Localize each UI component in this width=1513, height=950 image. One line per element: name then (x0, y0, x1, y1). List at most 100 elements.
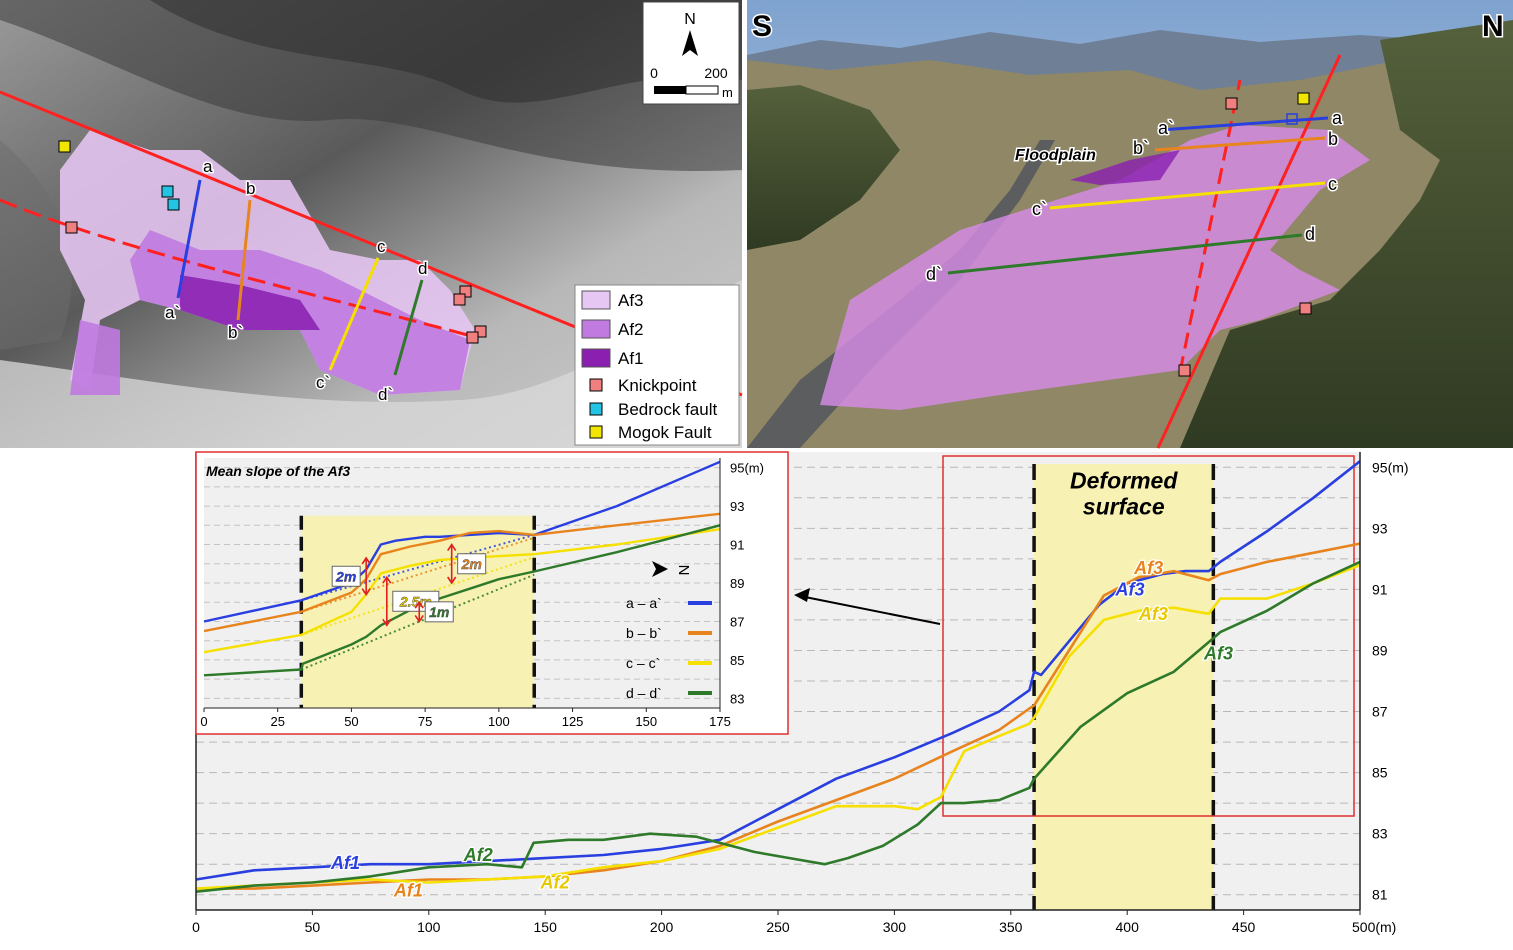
photo-profile-a (1159, 116, 1329, 132)
inset-trend-line-a (301, 533, 535, 602)
photo-label-b: b (1328, 129, 1338, 149)
inset-title: Mean slope of the Af3 (206, 463, 350, 479)
main-y-tick-label: 91 (1372, 581, 1388, 597)
inset-offset-arrowhead-top-icon (361, 556, 371, 565)
hillshade-ridge-top (150, 0, 742, 103)
inset-north-arrow-icon (652, 561, 668, 577)
inset-legend-label-c: c – c` (626, 655, 660, 671)
profile-label-d: d (418, 259, 427, 278)
main-series-line-c (195, 563, 1361, 890)
main-terrace-annotation: Af1 (393, 880, 423, 900)
inset-offset-label-box (331, 565, 361, 587)
inset-offset-arrowhead-bottom-icon (382, 618, 392, 627)
photo-knickpoint-1 (1225, 97, 1238, 110)
inset-y-tick-label: 85 (730, 653, 744, 668)
inset-trend-lines (300, 533, 535, 671)
inset-offset-label-box (457, 553, 487, 575)
main-x-tick-label: 100 (417, 919, 441, 935)
scale-zero-label: 0 (650, 65, 658, 81)
terrace-af2-west (70, 320, 120, 395)
deformed-surface-label-line2: surface (1083, 494, 1165, 520)
main-y-tick-label: 93 (1372, 520, 1388, 536)
inset-offset-label: 1m (429, 604, 449, 620)
legend-swatch-bedrock-fault (589, 402, 603, 416)
map-legend: Af3 Af2 Af1 Knickpoint Bedrock fault Mog… (574, 284, 740, 446)
inset-y-tick-label: 87 (730, 614, 744, 629)
main-terrace-annotation: Af3 (1133, 558, 1163, 578)
profile-labels-map: a a` b b` c c` d d` (164, 156, 429, 406)
scale-bar-black (654, 86, 686, 94)
legend-swatch-af3 (581, 290, 611, 310)
inset-trend-line-d (300, 573, 535, 671)
photo-mogok-marker (1297, 92, 1310, 105)
inset-x-tick-label: 0 (200, 714, 207, 729)
main-terrace-annotation: Af3 (1138, 604, 1168, 624)
inset-mean-slope-chart: 2m 2.5m 2m 1m Mean slope of the Af3 0 25 50 75… (195, 451, 789, 735)
legend-label-af1: Af1 (618, 349, 644, 368)
main-y-tick-label: 87 (1372, 704, 1388, 720)
photo-inferred-fault (1178, 79, 1242, 373)
inset-offset-arrowhead-bottom-icon (361, 588, 371, 596)
inset-highlight-zone (301, 515, 535, 708)
main-y-tick-labels: 81 83 85 87 89 91 93 95(m) (1372, 459, 1409, 902)
main-x-tick-label: 50 (305, 919, 321, 935)
legend-label-af2: Af2 (618, 320, 644, 339)
inset-x-tick-label: 175 (709, 714, 731, 729)
north-arrow-icon (682, 30, 698, 56)
main-y-tick-label: 95(m) (1372, 459, 1409, 475)
legend-swatch-mogok-fault (589, 425, 603, 439)
main-series-lines (195, 460, 1361, 893)
inset-north-label: N (675, 565, 692, 576)
photo-profile-labels: a a` b b` c c` d d` (925, 107, 1345, 286)
inset-trend-line-b (300, 536, 535, 613)
bedrock-fault-marker-1 (161, 185, 174, 198)
profile-label-b: b (246, 179, 255, 198)
photo-knickpoint-2 (1299, 302, 1312, 315)
legend-label-knickpoint: Knickpoint (618, 376, 697, 395)
aerial-photo-panel: a a` b b` c c` d d` Floodplain S N (747, 0, 1513, 449)
inset-x-tick-label: 50 (344, 714, 358, 729)
inset-x-tick-label: 150 (635, 714, 657, 729)
profile-line-c (328, 257, 380, 371)
main-x-tick-label: 400 (1116, 919, 1140, 935)
inset-y-tick-label: 95(m) (730, 461, 764, 476)
main-x-tick-label: 300 (883, 919, 907, 935)
inset-offset-arrowhead-top-icon (447, 543, 457, 551)
main-y-tick-label: 83 (1372, 826, 1388, 842)
inset-offset-label: 2.5m (399, 593, 432, 609)
knickpoint-marker-3 (453, 293, 466, 306)
inset-legend-label-a: a – a` (626, 595, 662, 611)
inset-y-tick-label: 93 (730, 499, 744, 514)
photo-knickpoint-3 (1178, 364, 1191, 377)
scale-bar-white (685, 85, 719, 95)
main-terrace-annotation: Af2 (463, 845, 493, 865)
profile-label-a-end: a` (165, 303, 180, 322)
inset-offset-annotations: 2m 2.5m 2m 1m (331, 543, 487, 627)
inset-y-tick-label: 83 (730, 691, 744, 706)
photo-label-c-end: c` (1032, 199, 1047, 219)
inset-offset-arrowhead-bottom-icon (414, 615, 424, 623)
legend-label-mogok-fault: Mogok Fault (618, 423, 712, 442)
deformed-surface-label-line1: Deformed (1070, 468, 1178, 494)
legend-label-bedrock-fault: Bedrock fault (618, 400, 717, 419)
scale-unit-label: m (722, 85, 733, 100)
photo-label-b-end: b` (1133, 138, 1149, 158)
photo-profile-c (1049, 181, 1326, 210)
main-terrace-annotation: Af2 (540, 873, 570, 893)
photo-forest-west (747, 85, 900, 250)
profile-label-b-end: b` (228, 323, 243, 342)
legend-swatch-af1 (581, 348, 611, 368)
hillshade-ridge-west (0, 140, 72, 350)
main-x-tick-label: 150 (534, 919, 558, 935)
knickpoint-marker-5 (466, 331, 479, 344)
profile-label-c: c (377, 237, 386, 256)
inset-offset-label: 2m (335, 568, 356, 584)
main-x-tick-label: 350 (999, 919, 1023, 935)
photo-terrace-overlay (820, 125, 1370, 410)
photo-profile-b (1154, 136, 1326, 152)
inset-y-tick-label: 89 (730, 576, 744, 591)
bedrock-fault-marker-2 (167, 198, 180, 211)
hillshade-map-panel: a a` b b` c c` d d` N 0 200 m (0, 0, 743, 448)
